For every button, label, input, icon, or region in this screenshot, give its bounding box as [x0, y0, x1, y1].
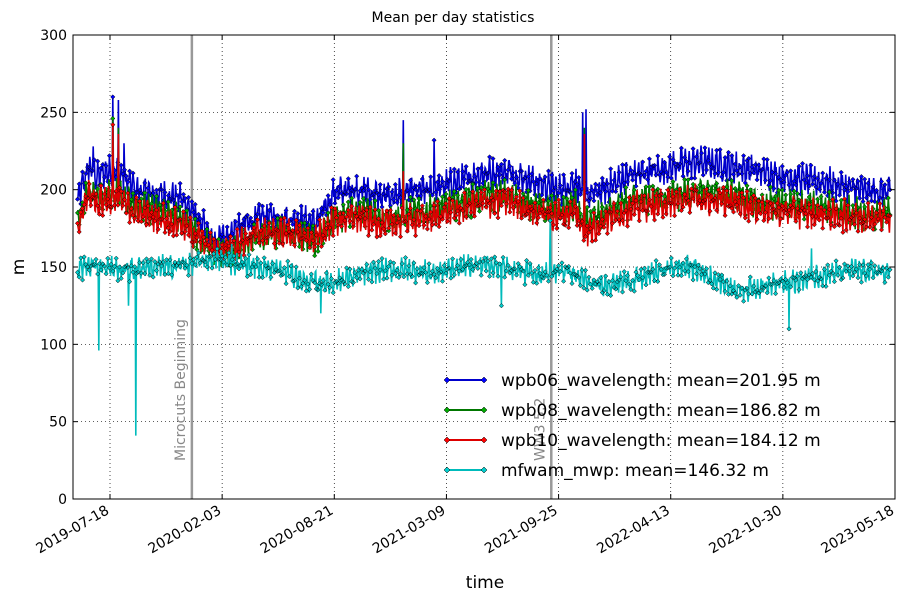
legend-swatch-marker: [480, 406, 488, 414]
legend-label: wpb08_wavelength: mean=186.82 m: [501, 401, 821, 421]
y-tick-label: 200: [40, 183, 67, 199]
legend-item-wpb08_wavelength: wpb08_wavelength: mean=186.82 m: [443, 401, 821, 421]
legend-swatch-marker: [443, 376, 451, 384]
legend-swatch-marker: [480, 376, 488, 384]
legend-swatch-marker: [443, 466, 451, 474]
legend-item-wpb06_wavelength: wpb06_wavelength: mean=201.95 m: [443, 371, 821, 391]
series-mfwam_mwp: [74, 218, 893, 436]
x-axis-title: time: [466, 573, 504, 593]
vertical-marker-label: WW3 5.2: [532, 398, 548, 461]
legend-swatch-marker: [480, 436, 488, 444]
legend-label: wpb06_wavelength: mean=201.95 m: [501, 371, 821, 391]
y-tick-label: 150: [40, 260, 67, 276]
legend-label: mfwam_mwp: mean=146.32 m: [501, 461, 769, 481]
vertical-marker-label: Microcuts Beginning: [173, 319, 189, 461]
legend-swatch-marker: [443, 406, 451, 414]
y-axis-title: m: [9, 259, 29, 276]
series-layer: [74, 94, 893, 436]
legend-label: wpb10_wavelength: mean=184.12 m: [501, 431, 821, 451]
series-markers: [74, 122, 893, 262]
legend-item-wpb10_wavelength: wpb10_wavelength: mean=184.12 m: [443, 431, 821, 451]
legend-item-mfwam_mwp: mfwam_mwp: mean=146.32 m: [443, 461, 769, 481]
y-tick-label: 0: [58, 492, 67, 508]
y-tick-label: 250: [40, 105, 67, 121]
y-tick-label: 100: [40, 337, 67, 353]
legend-swatch-marker: [480, 466, 488, 474]
chart-title: Mean per day statistics: [372, 10, 535, 26]
y-tick-label: 50: [49, 415, 67, 431]
y-axis: 0 50 100 150 200 250 300: [40, 28, 895, 508]
legend-swatch-marker: [443, 436, 451, 444]
series-markers: [74, 94, 893, 252]
vertical-marker-labels: Microcuts Beginning WW3 5.2: [173, 319, 548, 461]
y-tick-label: 300: [40, 28, 67, 44]
series-markers: [74, 218, 893, 332]
legend: wpb06_wavelength: mean=201.95 m wpb08_wav…: [443, 371, 821, 481]
